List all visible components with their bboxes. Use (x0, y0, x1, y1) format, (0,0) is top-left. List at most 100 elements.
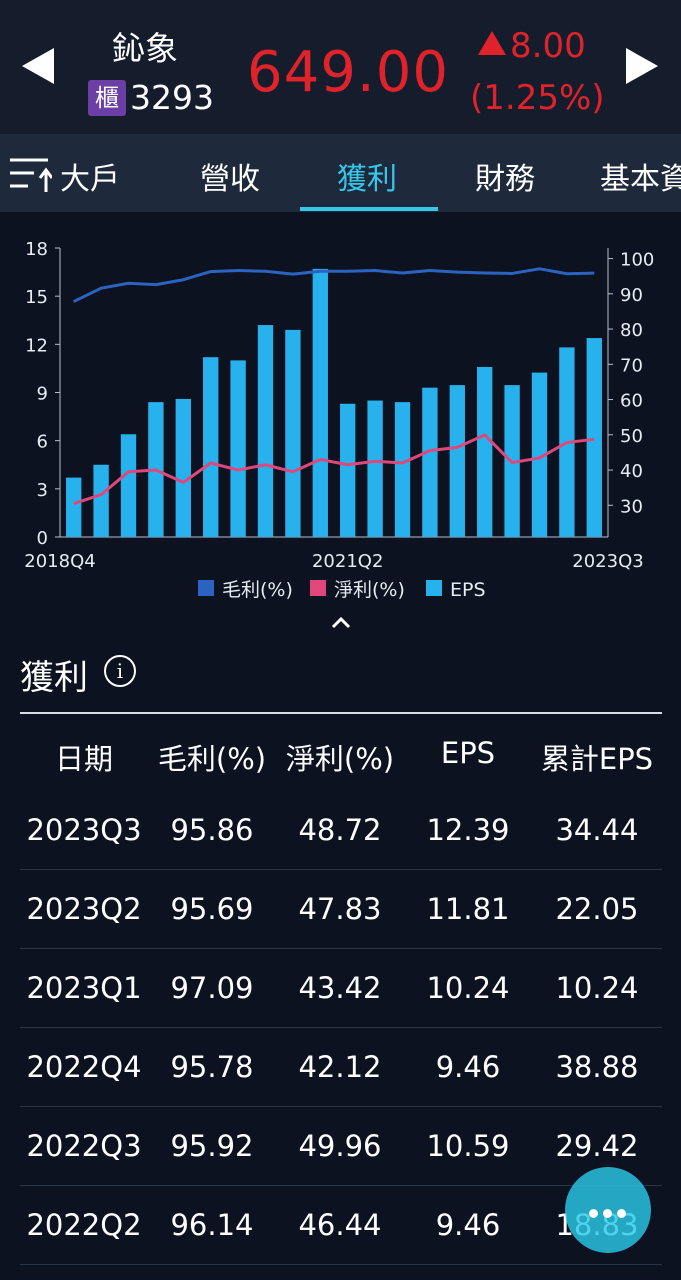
row-divider (20, 948, 662, 949)
cell-cumulative-eps: 29.42 (555, 1129, 639, 1163)
cell-net-margin: 49.96 (298, 1129, 382, 1163)
right-axis-tick-label: 50 (620, 426, 643, 447)
cell-gross-margin: 95.92 (170, 1129, 254, 1163)
right-axis-tick-label: 30 (620, 496, 643, 517)
row-divider (20, 1106, 662, 1107)
cell-eps: 11.81 (426, 892, 510, 926)
x-axis-tick-label: 2018Q4 (24, 551, 95, 572)
column-header-gross-margin[interactable]: 毛利(%) (157, 742, 267, 776)
table-row[interactable]: 2023Q1 97.09 43.42 10.24 10.24 (0, 949, 681, 1028)
left-axis-tick-label: 18 (25, 239, 48, 260)
cell-eps: 9.46 (435, 1208, 501, 1242)
legend-swatch (426, 580, 442, 596)
cell-net-margin: 43.42 (298, 971, 382, 1005)
eps-bar (203, 357, 219, 537)
x-axis-tick-label: 2021Q2 (312, 551, 383, 572)
cell-date: 2023Q1 (26, 971, 142, 1005)
cell-date: 2022Q2 (26, 1208, 142, 1242)
table-row[interactable]: 2023Q3 95.86 48.72 12.39 34.44 (0, 791, 681, 870)
cell-gross-margin: 96.14 (170, 1208, 254, 1242)
section-title: 獲利 (20, 658, 88, 698)
left-axis-tick-label: 9 (37, 384, 48, 405)
cell-net-margin: 42.12 (298, 1050, 382, 1084)
table-row[interactable]: 2022Q3 95.92 49.96 10.59 29.42 (0, 1107, 681, 1186)
profit-chart-svg: 0 3 6 9 12 15 18 30 40 50 60 70 80 90 100 2018Q4 2021Q2 2… (24, 239, 654, 601)
tab-revenue[interactable]: 營收 (200, 162, 260, 197)
cell-net-margin: 48.72 (298, 813, 382, 847)
eps-bar (367, 400, 383, 537)
column-header-eps[interactable]: EPS (440, 736, 496, 770)
legend-swatch (310, 580, 326, 596)
next-stock-arrow-icon[interactable] (626, 48, 658, 84)
tab-bar: 大戶 營收 獲利 財務 基本資 (0, 134, 681, 212)
active-tab-indicator (300, 207, 438, 211)
row-divider (20, 1185, 662, 1186)
row-divider (20, 1264, 662, 1265)
row-divider (20, 869, 662, 870)
market-badge: 櫃 (88, 80, 126, 116)
previous-stock-arrow-icon[interactable] (22, 48, 54, 84)
legend-label: 毛利(%) (222, 579, 293, 601)
eps-bar (93, 464, 109, 537)
gross-margin-line (73, 267, 595, 303)
table-row[interactable]: 2023Q2 95.69 47.83 11.81 22.05 (0, 870, 681, 949)
eps-bar (531, 372, 548, 537)
cell-gross-margin: 95.69 (170, 892, 254, 926)
stock-name: 鈊象 (112, 29, 178, 68)
left-axis-tick-label: 12 (25, 335, 48, 356)
eps-bar (340, 403, 356, 537)
cell-eps: 10.24 (426, 971, 510, 1005)
eps-bar (312, 268, 328, 537)
tab-finance[interactable]: 財務 (475, 162, 535, 197)
price-change: 8.00 (478, 26, 586, 66)
eps-bar (586, 338, 602, 537)
chevron-up-icon[interactable] (326, 612, 356, 634)
sort-arrow-icon[interactable] (8, 154, 52, 194)
price-change-percent: (1.25%) (470, 78, 605, 118)
price-change-value: 8.00 (510, 26, 586, 66)
eps-bar (449, 385, 465, 537)
right-axis-tick-label: 40 (620, 461, 643, 482)
eps-bar (175, 398, 191, 537)
right-axis-tick-label: 60 (620, 391, 643, 412)
cell-cumulative-eps: 34.44 (555, 813, 639, 847)
cell-eps: 9.46 (435, 1050, 501, 1084)
left-axis-tick-label: 0 (37, 528, 48, 549)
tab-basic-info[interactable]: 基本資 (600, 162, 681, 197)
tab-profit[interactable]: 獲利 (337, 162, 397, 197)
cell-cumulative-eps: 38.88 (555, 1050, 639, 1084)
cell-eps: 10.59 (426, 1129, 510, 1163)
stock-code: 3293 (130, 78, 214, 117)
row-divider (20, 1027, 662, 1028)
legend-swatch (198, 580, 214, 596)
eps-bar (66, 477, 82, 537)
cell-cumulative-eps: 22.05 (555, 892, 639, 926)
divider (20, 712, 662, 714)
column-header-cumulative-eps[interactable]: 累計EPS (540, 742, 654, 776)
info-icon[interactable]: i (104, 655, 136, 687)
table-row[interactable]: 2022Q4 95.78 42.12 9.46 38.88 (0, 1028, 681, 1107)
more-dots-icon (589, 1203, 631, 1222)
profit-chart: 0 3 6 9 12 15 18 30 40 50 60 70 80 90 100 2018Q4 2021Q2 2… (0, 212, 681, 632)
more-actions-button[interactable] (565, 1167, 651, 1253)
right-axis-tick-label: 70 (620, 355, 643, 376)
cell-net-margin: 47.83 (298, 892, 382, 926)
cell-date: 2023Q2 (26, 892, 142, 926)
eps-bar (394, 402, 411, 537)
eps-bar (422, 387, 438, 537)
cell-gross-margin: 95.86 (170, 813, 254, 847)
eps-bar (120, 434, 137, 537)
legend-label: EPS (450, 579, 486, 601)
up-triangle-icon (478, 31, 506, 55)
cell-net-margin: 46.44 (298, 1208, 382, 1242)
tab-major-holders[interactable]: 大戶 (60, 162, 120, 197)
left-axis-tick-label: 6 (37, 432, 48, 453)
eps-bar (285, 329, 301, 537)
cell-eps: 12.39 (426, 813, 510, 847)
table-header: 日期 毛利(%) 淨利(%) EPS 累計EPS (0, 730, 681, 780)
cell-date: 2022Q3 (26, 1129, 142, 1163)
cell-date: 2023Q3 (26, 813, 142, 847)
legend-label: 淨利(%) (334, 579, 405, 601)
column-header-date[interactable]: 日期 (54, 742, 113, 776)
column-header-net-margin[interactable]: 淨利(%) (285, 742, 395, 776)
